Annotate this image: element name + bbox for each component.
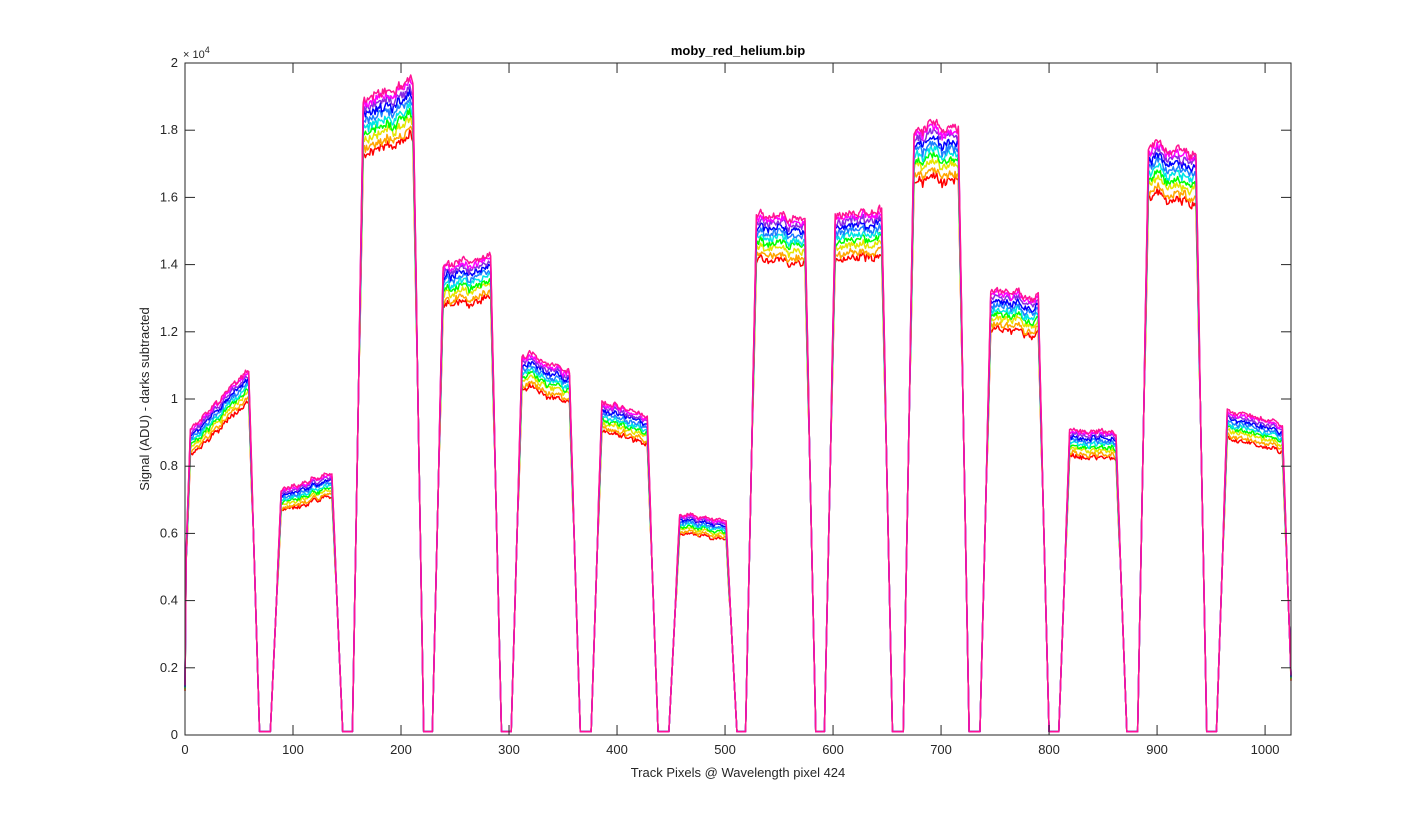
series-line-10 (184, 74, 1292, 733)
x-tick-label: 800 (1038, 742, 1060, 757)
x-tick-label: 400 (606, 742, 628, 757)
y-exponent-power: 4 (205, 45, 210, 55)
y-tick-label: 1.4 (160, 257, 178, 272)
x-tick-label: 700 (930, 742, 952, 757)
x-tick-label: 100 (282, 742, 304, 757)
y-tick-label: 0.4 (160, 593, 178, 608)
x-axis: 0 100 200 300 400 500 600 700 800 900 1000 (181, 63, 1280, 757)
plot-area (185, 63, 1291, 735)
y-tick-label: 1.8 (160, 122, 178, 137)
y-tick-label: 0.8 (160, 458, 178, 473)
x-tick-label: 0 (181, 742, 188, 757)
chart-title: moby_red_helium.bip (671, 43, 805, 58)
x-axis-title: Track Pixels @ Wavelength pixel 424 (631, 765, 846, 780)
y-tick-label: 0.6 (160, 525, 178, 540)
y-exponent-base: × 10 (183, 49, 205, 61)
x-tick-label: 900 (1146, 742, 1168, 757)
x-tick-label: 1000 (1251, 742, 1280, 757)
y-tick-label: 0 (171, 727, 178, 742)
x-tick-label: 600 (822, 742, 844, 757)
y-tick-label: 1 (171, 391, 178, 406)
series-layer (184, 74, 1292, 733)
y-axis: 0 0.2 0.4 0.6 0.8 1 1.2 1.4 1.6 1.8 2 (160, 55, 1291, 742)
y-tick-label: 1.2 (160, 324, 178, 339)
y-tick-label: 2 (171, 55, 178, 70)
x-tick-label: 300 (498, 742, 520, 757)
y-tick-label: 0.2 (160, 660, 178, 675)
y-tick-label: 1.6 (160, 189, 178, 204)
y-exponent-label: × 104 (183, 45, 210, 61)
y-axis-title: Signal (ADU) - darks subtracted (137, 307, 152, 491)
x-tick-label: 200 (390, 742, 412, 757)
x-tick-label: 500 (714, 742, 736, 757)
